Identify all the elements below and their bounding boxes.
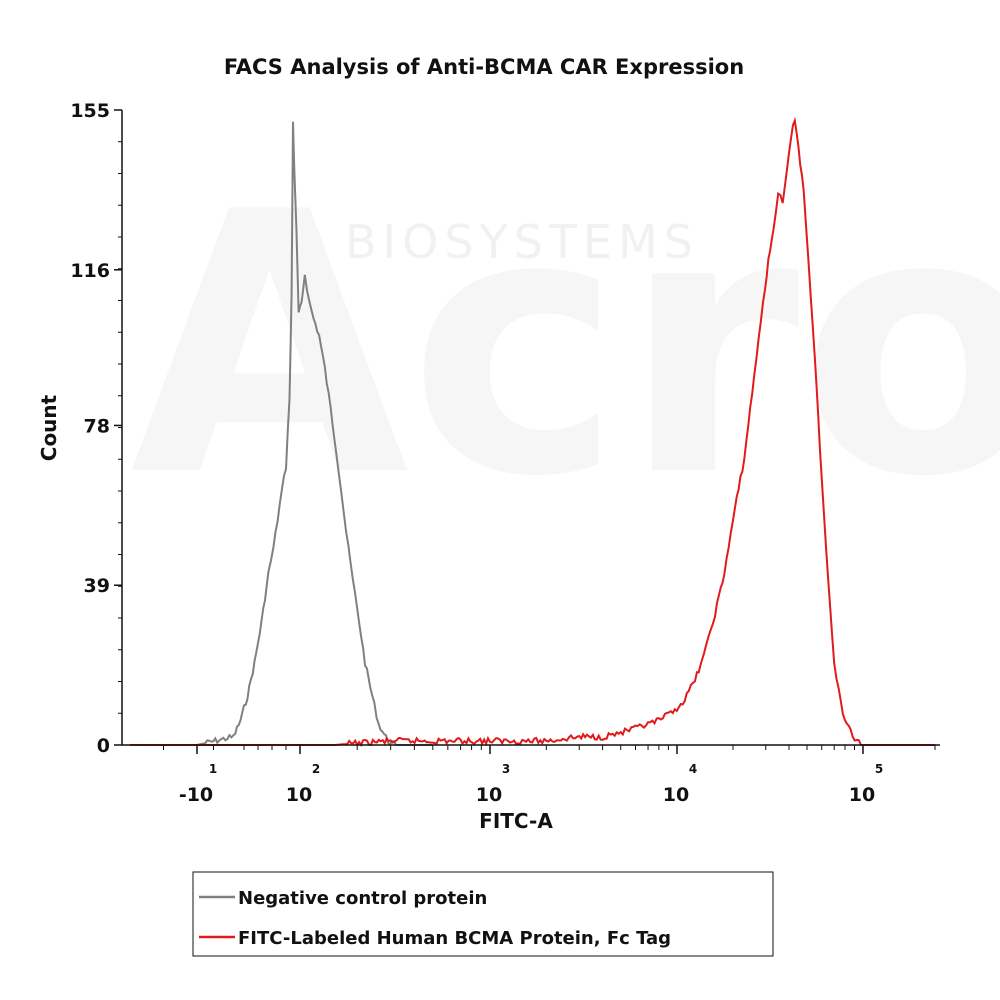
watermark-logo: Acro: [130, 136, 1000, 555]
y-tick-label: 0: [97, 735, 110, 757]
watermark-text: BIOSYSTEMS: [345, 215, 699, 269]
x-tick-label: -10: [179, 784, 213, 806]
legend-box: [192, 871, 774, 957]
x-tick-exponent: 5: [875, 762, 883, 776]
x-tick-label: 10: [663, 784, 689, 806]
y-tick-label: 155: [70, 100, 110, 122]
x-tick-label: 10: [849, 784, 875, 806]
y-tick-label: 78: [84, 415, 110, 437]
chart-title: FACS Analysis of Anti-BCMA CAR Expressio…: [224, 55, 744, 79]
y-tick-label: 39: [84, 575, 110, 597]
y-axis-ticks: 0 39 78 116 155: [70, 100, 122, 757]
legend: Negative control protein FITC-Labeled Hu…: [192, 871, 774, 957]
legend-label-negative-control: Negative control protein: [238, 888, 487, 909]
x-tick-exponent: 1: [209, 762, 217, 776]
y-axis-title: Count: [37, 394, 61, 461]
x-tick-exponent: 4: [689, 762, 697, 776]
x-tick-exponent: 2: [312, 762, 320, 776]
x-tick-label: 10: [286, 784, 312, 806]
x-tick-label: 10: [476, 784, 502, 806]
x-tick-exponent: 3: [502, 762, 510, 776]
legend-label-fitc-bcma: FITC-Labeled Human BCMA Protein, Fc Tag: [238, 928, 671, 949]
watermark: Acro BIOSYSTEMS: [130, 136, 1000, 555]
y-tick-label: 116: [70, 260, 110, 282]
x-axis-title: FITC-A: [479, 809, 553, 833]
